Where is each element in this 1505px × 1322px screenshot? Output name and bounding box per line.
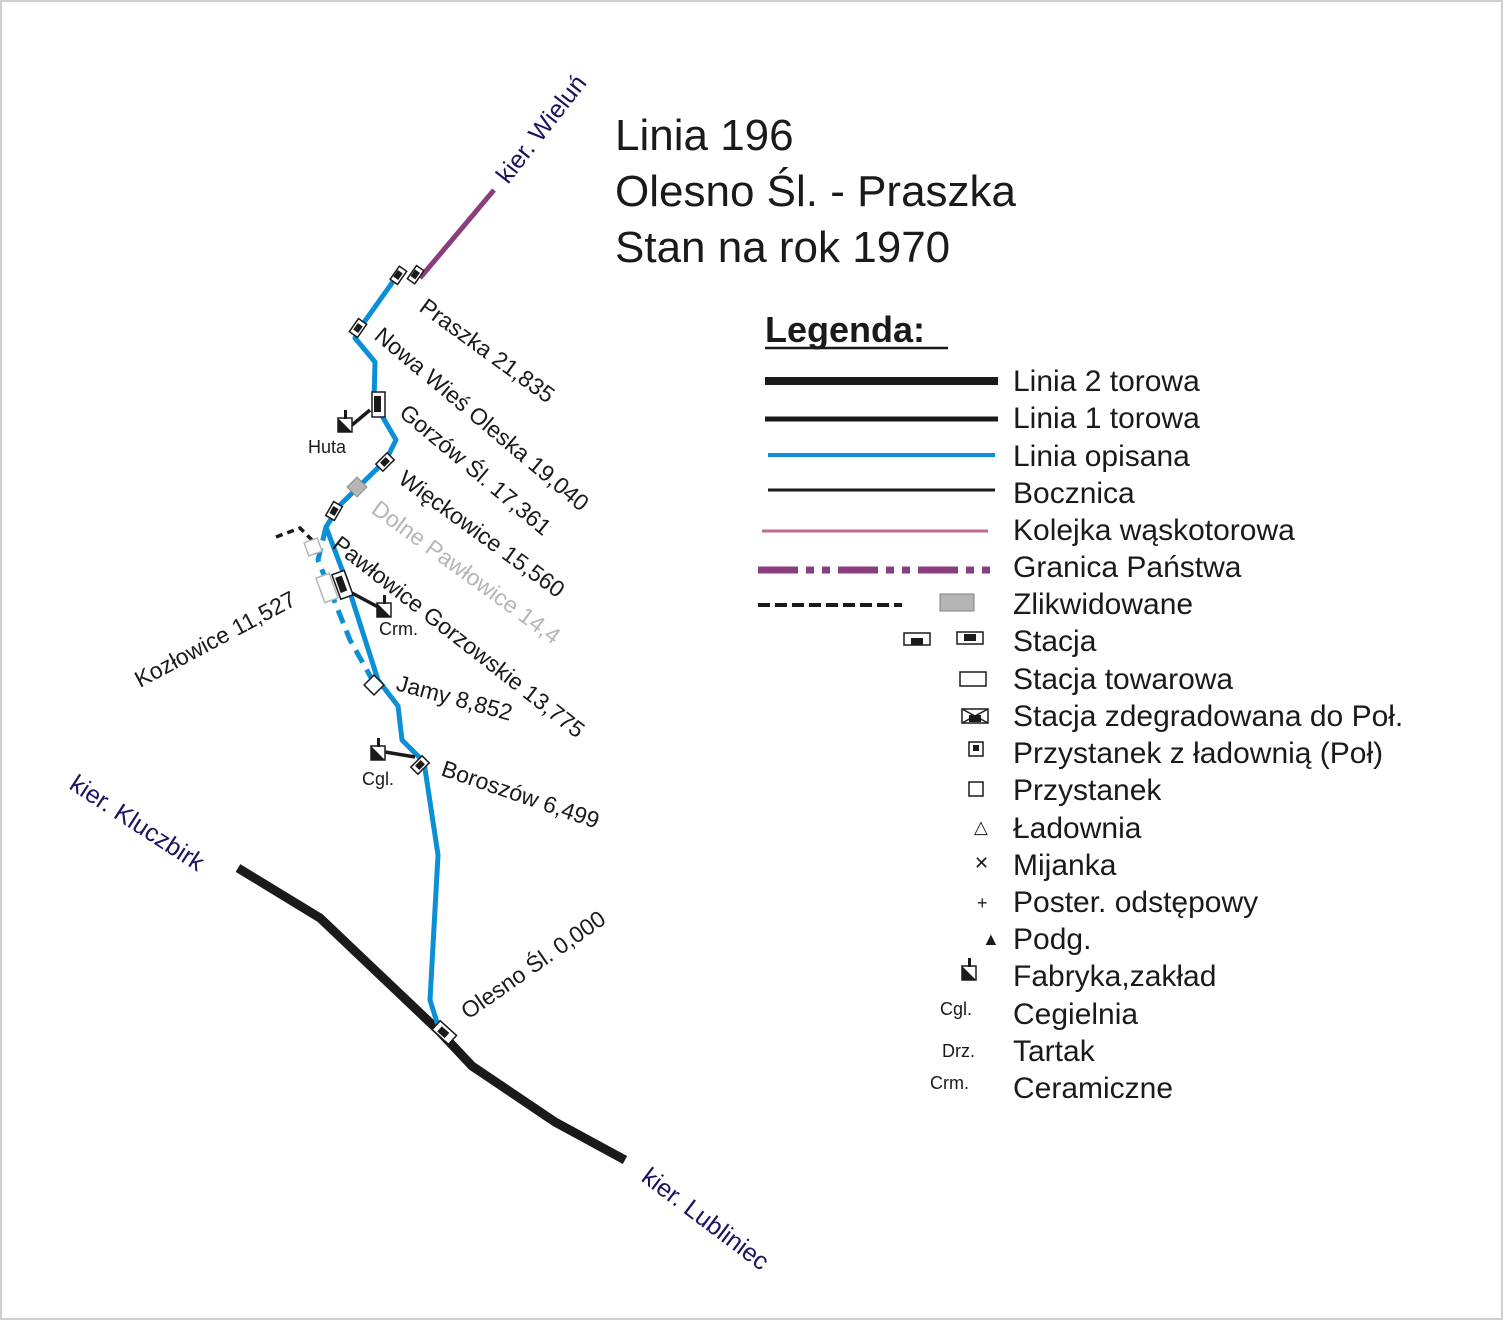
legend-symbol-block-post: +	[977, 893, 988, 913]
title-line-2: Olesno Śl. - Praszka	[615, 165, 1017, 216]
legend-label-double-track: Linia 2 torowa	[1013, 365, 1200, 398]
legend-label-liquidated: Zlikwidowane	[1013, 588, 1193, 621]
station-icon-boroszow[interactable]	[409, 754, 431, 776]
factory-label-cgl: Cgl.	[362, 769, 394, 789]
siding-cgl	[384, 750, 416, 759]
legend-symbol-junction: ▲	[982, 929, 1000, 949]
legend-symbol-passing-loop: ✕	[974, 853, 989, 873]
station-icon-wieckowice[interactable]	[374, 451, 396, 473]
legend-label-freight-station: Stacja towarowa	[1013, 663, 1233, 696]
station-icon-praszka[interactable]	[389, 264, 425, 286]
legend-symbol-freight-station	[959, 671, 987, 687]
station-icon-olesno[interactable]	[431, 1019, 458, 1046]
legend-label-stop-with-loading: Przystanek z ładownią (Poł)	[1013, 737, 1383, 770]
factory-label-huta: Huta	[308, 437, 347, 457]
factory-icon-cgl	[370, 738, 386, 761]
legend-symbol-station	[903, 631, 984, 646]
legend-label-block-post: Poster. odstępowy	[1013, 886, 1258, 919]
legend-symbol-stop-with-loading	[968, 741, 984, 757]
legend-label-station: Stacja	[1013, 625, 1097, 658]
title-line-1: Linia 196	[615, 111, 794, 160]
legend-symbol-ceramics: Crm.	[930, 1073, 969, 1093]
legend-label-siding: Bocznica	[1013, 477, 1135, 510]
legend-label-passing-loop: Mijanka	[1013, 849, 1117, 882]
legend-symbol-factory	[961, 958, 977, 981]
stop-icon-jamy[interactable]	[363, 674, 385, 696]
legend-symbol-liquidated-box	[939, 593, 975, 612]
legend-label-loading: Ładownia	[1013, 812, 1142, 845]
main-line-kluczbork-lubliniec	[235, 864, 628, 1164]
factory-label-crm: Crm.	[379, 619, 418, 639]
legend-label-factory: Fabryka,zakład	[1013, 960, 1216, 993]
legend-label-junction: Podg.	[1013, 923, 1091, 956]
legend-label-brickworks: Cegielnia	[1013, 998, 1138, 1031]
station-icon-pawlowice-north[interactable]	[324, 500, 344, 522]
legend-label-border: Granica Państwa	[1013, 551, 1242, 584]
legend-label-stop: Przystanek	[1013, 774, 1162, 807]
legend-label-ceramics: Ceramiczne	[1013, 1072, 1173, 1105]
legend-label-degraded-station: Stacja zdegradowana do Poł.	[1013, 700, 1403, 733]
factory-icon-crm	[376, 595, 392, 618]
legend-label-sawmill: Tartak	[1013, 1035, 1096, 1068]
legend-symbol-loading: △	[974, 817, 988, 837]
liquidated-siding	[275, 525, 314, 542]
liquidated-stop-icon	[303, 537, 323, 557]
map-title: Linia 196 Olesno Śl. - Praszka Stan na r…	[615, 111, 1017, 272]
factory-icon-huta	[337, 410, 353, 433]
title-line-3: Stan na rok 1970	[615, 223, 950, 272]
legend-symbol-stop	[968, 781, 984, 797]
legend-symbol-degraded-station	[961, 708, 989, 724]
station-icon-gorzow[interactable]	[371, 391, 386, 418]
station-icon-pawlowice-gorzowskie[interactable]	[315, 569, 354, 604]
siding-huta	[350, 408, 372, 427]
line-to-wielun	[418, 188, 496, 280]
legend-label-described: Linia opisana	[1013, 440, 1190, 473]
legend: Legenda: △ ✕ + ▲	[758, 309, 1403, 1105]
station-icon-nowa-wies[interactable]	[348, 317, 368, 339]
legend-title: Legenda:	[765, 309, 925, 350]
liquidated-stop-dolne-pawlowice	[346, 476, 368, 498]
siding-crm	[349, 590, 381, 610]
legend-label-single-track: Linia 1 torowa	[1013, 402, 1200, 435]
legend-symbol-sawmill: Drz.	[942, 1041, 975, 1061]
legend-symbol-brickworks: Cgl.	[940, 999, 972, 1019]
legend-label-narrow-gauge: Kolejka wąskotorowa	[1013, 514, 1295, 547]
